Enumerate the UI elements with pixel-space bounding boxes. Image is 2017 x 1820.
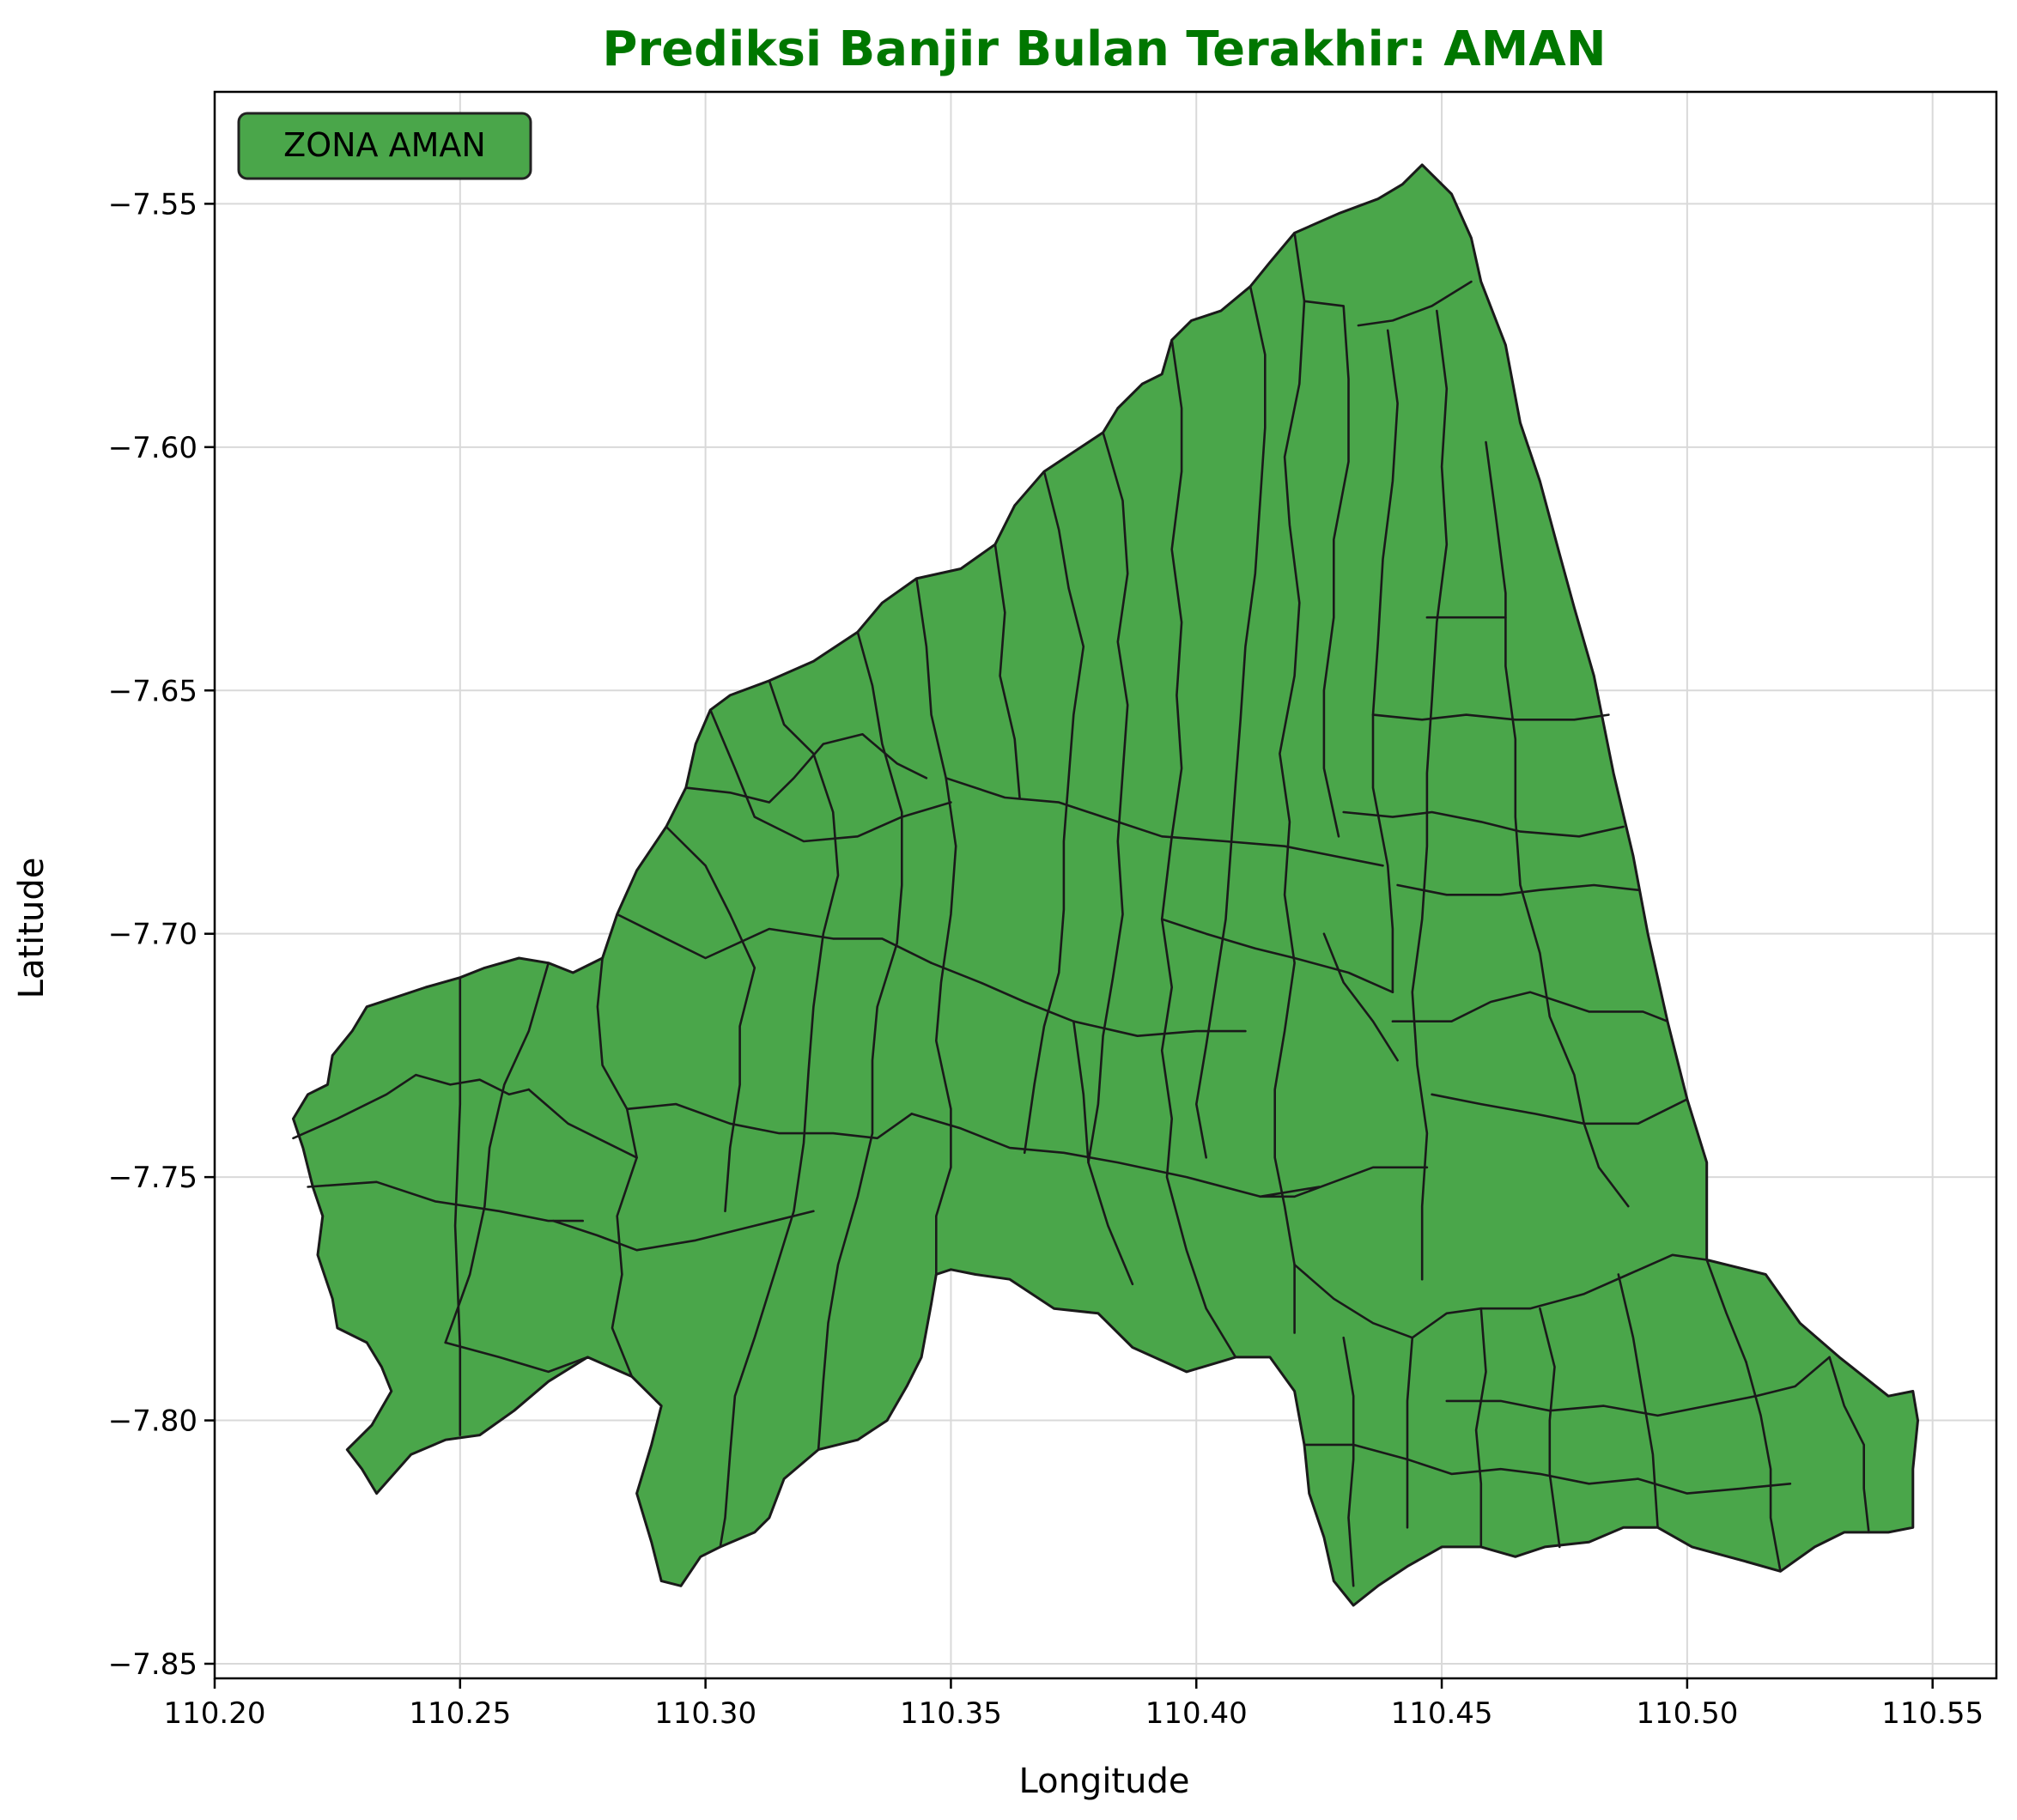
district-boundary (910, 1113, 1321, 1198)
y-tick-label: −7.75 (108, 1161, 197, 1195)
district-boundary (1396, 883, 1639, 896)
y-tick-label: −7.85 (108, 1647, 197, 1682)
district-boundary (292, 1073, 531, 1140)
district-boundary (1273, 232, 1306, 1334)
district-boundary (1259, 1166, 1429, 1198)
zone-status-badge: ZONA AMAN (237, 112, 532, 180)
district-boundary (444, 962, 550, 1344)
district-boundary (453, 976, 462, 1436)
district-boundary (444, 1341, 589, 1374)
x-tick-label: 110.45 (1391, 1696, 1493, 1731)
district-boundary (625, 1102, 913, 1140)
x-axis-ticks: 110.20 110.25 110.30 110.35 110.40 110.45 110.… (164, 1678, 1984, 1731)
district-boundary (945, 777, 1384, 867)
badge-text: ZONA AMAN (283, 126, 486, 164)
district-boundary (665, 825, 756, 1213)
district-boundary (1160, 338, 1237, 1359)
district-boundary (1303, 300, 1350, 838)
district-boundary (1445, 1356, 1831, 1417)
district-boundary (1406, 1336, 1414, 1529)
district-boundary (1371, 329, 1399, 993)
axes-frame (213, 90, 1998, 1680)
district-boundary (719, 679, 840, 1549)
district-boundary (817, 630, 903, 1451)
x-tick-label: 110.20 (164, 1696, 266, 1731)
district-boundary (1072, 1020, 1134, 1286)
district-boundary (1342, 810, 1625, 838)
y-tick-label: −7.80 (108, 1404, 197, 1439)
district-boundary (993, 543, 1021, 799)
district-boundary (1391, 991, 1669, 1022)
district-boundary (684, 733, 928, 804)
x-tick-label: 110.50 (1636, 1696, 1738, 1731)
x-tick-label: 110.25 (409, 1696, 511, 1731)
district-boundary (1087, 431, 1129, 1164)
district-boundary (1431, 1093, 1689, 1125)
district-regions (292, 163, 1919, 1607)
district-boundary (1828, 1356, 1870, 1534)
x-axis-label: Longitude (1019, 1762, 1190, 1801)
district-boundary (1357, 280, 1473, 327)
y-tick-label: −7.70 (108, 918, 197, 952)
x-tick-label: 110.30 (654, 1696, 756, 1731)
district-boundary (616, 913, 933, 964)
district-boundary (527, 1088, 638, 1159)
y-tick-label: −7.65 (108, 674, 197, 708)
district-boundary (915, 577, 957, 1276)
x-tick-label: 110.35 (900, 1696, 1002, 1731)
district-boundary (1160, 918, 1394, 993)
district-boundary (1023, 470, 1085, 1155)
region-outline (292, 163, 1919, 1607)
district-boundary (1617, 1273, 1659, 1529)
district-boundary (1342, 1336, 1355, 1587)
x-tick-label: 110.55 (1881, 1696, 1984, 1731)
district-boundary (1539, 1307, 1561, 1549)
district-boundary (1745, 1361, 1782, 1573)
district-boundary (552, 1210, 815, 1252)
y-tick-label: −7.55 (108, 187, 197, 221)
district-boundary (1474, 1307, 1487, 1549)
y-axis-label: Latitude (12, 858, 52, 999)
district-boundary (1322, 932, 1399, 1062)
y-axis-ticks: −7.55 −7.60 −7.65 −7.70 −7.75 −7.80 −7.85 (108, 187, 215, 1682)
badge-box (237, 112, 532, 180)
district-boundary (1195, 285, 1267, 1159)
district-boundary (1371, 713, 1610, 721)
map-title: Prediksi Banjir Bulan Terakhir: AMAN (602, 21, 1606, 77)
district-boundary (1705, 1259, 1747, 1363)
y-tick-label: −7.60 (108, 431, 197, 465)
district-boundary (1411, 309, 1449, 1281)
x-tick-label: 110.40 (1145, 1696, 1248, 1731)
district-boundary (1303, 1443, 1792, 1495)
